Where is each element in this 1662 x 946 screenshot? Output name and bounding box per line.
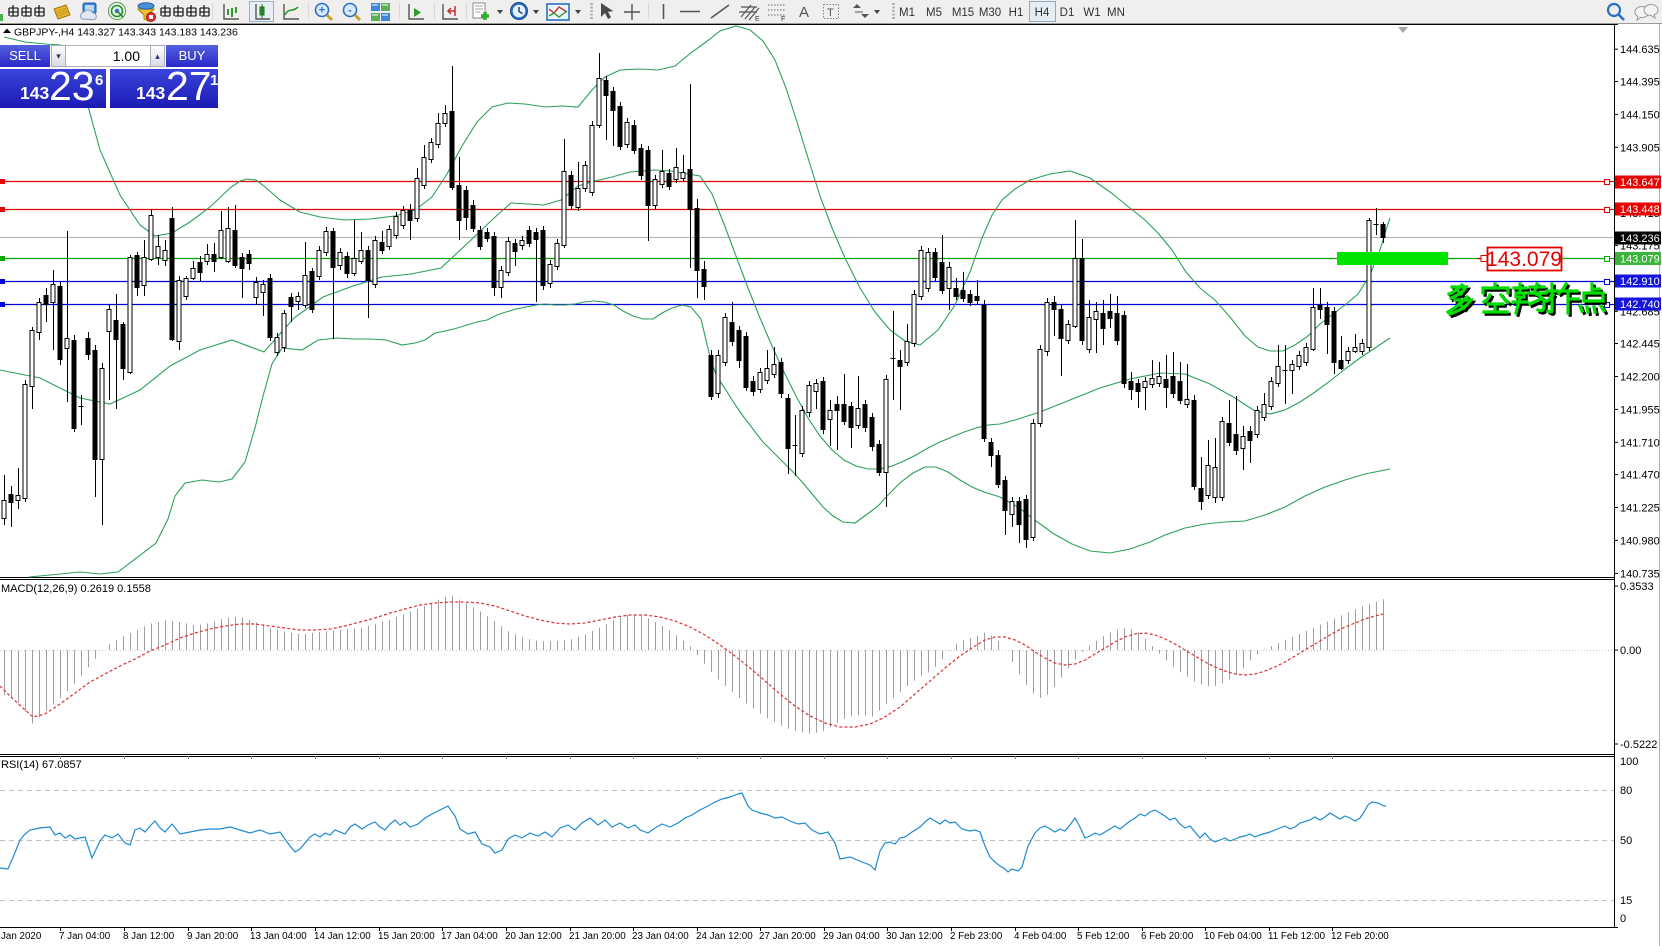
svg-text:140.735: 140.735 (1620, 568, 1660, 580)
svg-text:144.395: 144.395 (1620, 77, 1660, 89)
svg-text:W1: W1 (1083, 7, 1100, 19)
svg-text:8 Jan 12:00: 8 Jan 12:00 (123, 931, 175, 942)
svg-text:-0.5222: -0.5222 (1620, 739, 1657, 751)
svg-text:+: + (319, 5, 325, 17)
svg-text:0: 0 (1620, 913, 1626, 925)
svg-text:143.079: 143.079 (1486, 248, 1562, 271)
svg-text:RSI(14) 67.0857: RSI(14) 67.0857 (1, 759, 82, 771)
svg-text:5 Feb 12:00: 5 Feb 12:00 (1077, 931, 1130, 942)
svg-text:MACD(12,26,9) 0.2619 0.1558: MACD(12,26,9) 0.2619 0.1558 (1, 583, 151, 595)
svg-text:50: 50 (1620, 835, 1632, 847)
svg-text:80: 80 (1620, 785, 1632, 797)
svg-text:29 Jan 04:00: 29 Jan 04:00 (823, 931, 880, 942)
svg-text:23 Jan 04:00: 23 Jan 04:00 (632, 931, 689, 942)
svg-text:T: T (827, 7, 834, 19)
svg-text:D1: D1 (1060, 7, 1075, 19)
svg-text:11 Feb 12:00: 11 Feb 12:00 (1268, 931, 1326, 942)
svg-text:MN: MN (1107, 7, 1125, 19)
svg-text:141.955: 141.955 (1620, 404, 1660, 416)
svg-text:6 Feb 20:00: 6 Feb 20:00 (1141, 931, 1194, 942)
svg-text:21 Jan 20:00: 21 Jan 20:00 (569, 931, 626, 942)
svg-text:12 Feb 20:00: 12 Feb 20:00 (1331, 931, 1389, 942)
svg-text:144.150: 144.150 (1620, 109, 1660, 121)
svg-text:10 Feb 04:00: 10 Feb 04:00 (1204, 931, 1262, 942)
svg-text:H4: H4 (1035, 7, 1050, 19)
svg-text:24 Jan 12:00: 24 Jan 12:00 (696, 931, 753, 942)
svg-text:M5: M5 (926, 7, 942, 19)
svg-text:140.980: 140.980 (1620, 535, 1660, 547)
svg-text:M1: M1 (899, 7, 915, 19)
svg-text:15: 15 (1620, 895, 1632, 907)
svg-text:100: 100 (1620, 756, 1638, 768)
svg-text:20 Jan 12:00: 20 Jan 12:00 (505, 931, 562, 942)
svg-text:30 Jan 12:00: 30 Jan 12:00 (886, 931, 943, 942)
svg-text:E: E (755, 16, 760, 23)
svg-text:27 Jan 20:00: 27 Jan 20:00 (759, 931, 816, 942)
svg-text:F: F (781, 16, 785, 23)
svg-text:H1: H1 (1009, 7, 1024, 19)
svg-text:Jan 2020: Jan 2020 (1, 931, 42, 942)
svg-text:7 Jan 04:00: 7 Jan 04:00 (59, 931, 111, 942)
svg-text:4 Feb 04:00: 4 Feb 04:00 (1014, 931, 1067, 942)
svg-text:0.3533: 0.3533 (1620, 581, 1654, 593)
svg-text:141.470: 141.470 (1620, 470, 1660, 482)
svg-text:142.910: 142.910 (1620, 276, 1660, 288)
svg-text:141.225: 141.225 (1620, 503, 1660, 515)
svg-text:14 Jan 12:00: 14 Jan 12:00 (314, 931, 371, 942)
svg-text:-: - (348, 5, 352, 17)
svg-text:144.635: 144.635 (1620, 44, 1660, 56)
svg-text:GBPJPY-,H4 143.327 143.343 14: GBPJPY-,H4 143.327 143.343 143.183 143.2… (14, 27, 238, 39)
svg-text:143.236: 143.236 (1620, 233, 1660, 245)
svg-text:141.710: 141.710 (1620, 437, 1660, 449)
svg-text:M30: M30 (979, 7, 1001, 19)
svg-text:142.445: 142.445 (1620, 339, 1660, 351)
svg-text:142.200: 142.200 (1620, 372, 1660, 384)
svg-text:13 Jan 04:00: 13 Jan 04:00 (250, 931, 307, 942)
svg-text:A: A (799, 4, 809, 21)
svg-text:M15: M15 (952, 7, 974, 19)
svg-text:0.00: 0.00 (1620, 645, 1641, 657)
svg-text:17 Jan 04:00: 17 Jan 04:00 (441, 931, 498, 942)
svg-text:9 Jan 20:00: 9 Jan 20:00 (187, 931, 239, 942)
svg-text:143.905: 143.905 (1620, 142, 1660, 154)
svg-text:143.079: 143.079 (1620, 254, 1660, 266)
svg-text:143.448: 143.448 (1620, 204, 1660, 216)
svg-text:143.647: 143.647 (1620, 177, 1660, 189)
svg-text:15 Jan 20:00: 15 Jan 20:00 (378, 931, 435, 942)
svg-text:142.740: 142.740 (1620, 299, 1660, 311)
svg-text:2 Feb 23:00: 2 Feb 23:00 (950, 931, 1003, 942)
